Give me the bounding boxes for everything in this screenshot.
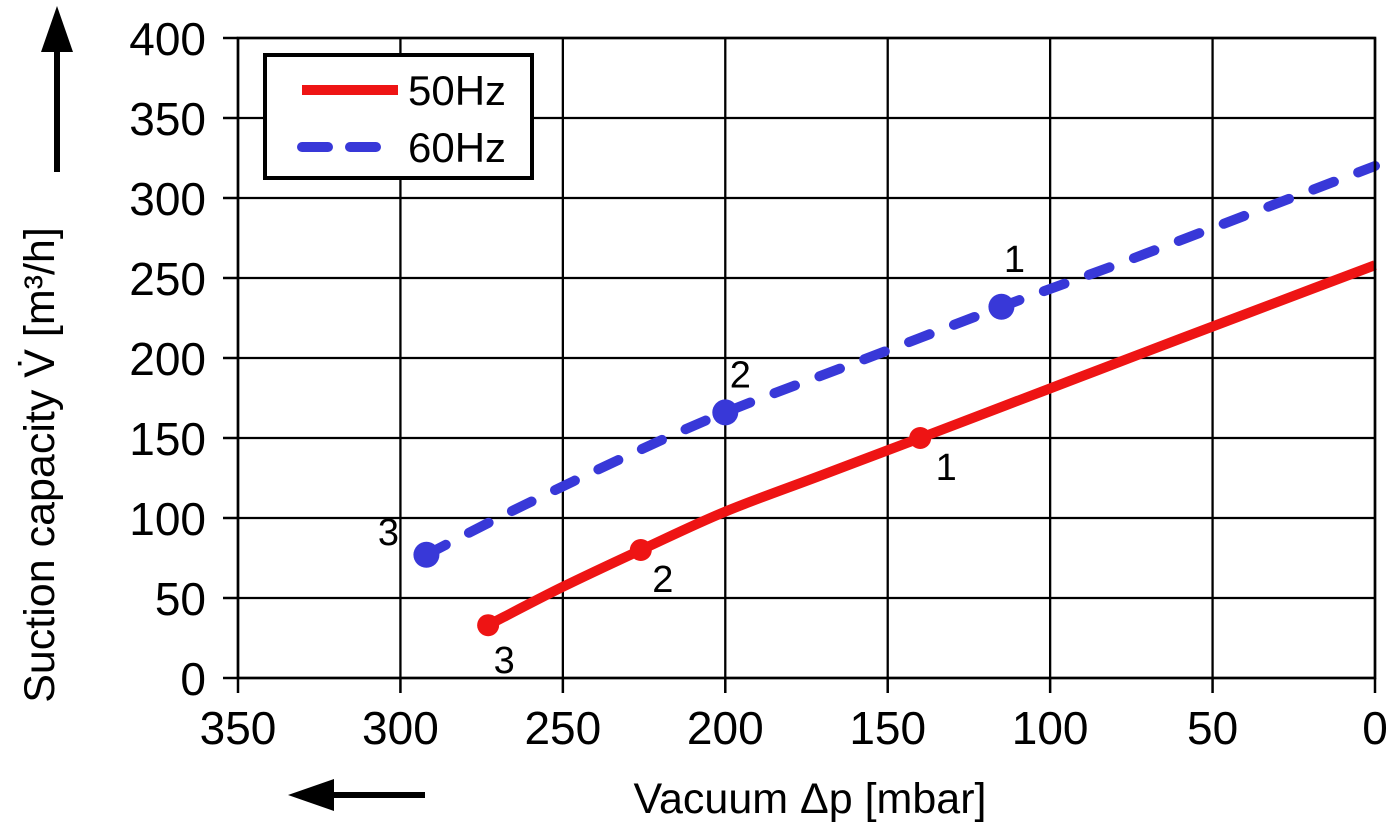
y-tick-label: 350: [129, 93, 206, 145]
data-point-marker: [477, 614, 500, 637]
x-tick-label: 250: [524, 702, 601, 754]
y-tick-label: 100: [129, 493, 206, 545]
x-tick-label: 150: [849, 702, 926, 754]
legend-label-60hz: 60Hz: [408, 124, 506, 171]
y-tick-label: 400: [129, 13, 206, 65]
data-point-marker: [909, 427, 932, 449]
x-tick-label: 50: [1187, 702, 1238, 754]
point-label: 2: [730, 354, 751, 396]
x-tick-labels: 350 300 250 200 150 100 50 0: [200, 702, 1388, 754]
series-50hz: 1 2 3: [477, 260, 1377, 682]
x-axis-title: Vacuum Δp [mbar]: [634, 775, 987, 823]
x-tick-label: 300: [362, 702, 439, 754]
point-label: 1: [936, 447, 957, 489]
point-label: 2: [652, 559, 673, 601]
y-tick-labels: 400 350 300 250 200 150 100 50 0: [129, 13, 206, 705]
data-point-marker: [712, 399, 739, 426]
y-tick-label: 0: [180, 653, 206, 705]
y-tick-label: 250: [129, 253, 206, 305]
x-tick-label: 200: [687, 702, 764, 754]
y-tick-label: 50: [155, 573, 206, 625]
data-point-marker: [629, 539, 652, 561]
y-tick-label: 200: [129, 333, 206, 385]
y-axis-title: Suction capacity V̇ [m³/h]: [16, 227, 64, 703]
plot-frame: [236, 36, 1377, 680]
legend-label-50hz: 50Hz: [408, 67, 506, 114]
point-label: 1: [1004, 239, 1025, 281]
x-axis-left-arrow-head: [288, 779, 334, 811]
y-axis-up-arrow-head: [41, 6, 73, 52]
series-60hz: 1 2 3: [378, 161, 1380, 568]
y-tick-label: 300: [129, 173, 206, 225]
point-label: 3: [494, 640, 515, 682]
data-point-marker: [988, 293, 1015, 320]
legend: 50Hz 60Hz: [263, 53, 534, 180]
series-curve-50hz: [485, 260, 1377, 630]
data-point-marker: [413, 541, 440, 568]
x-tick-label: 100: [1012, 702, 1089, 754]
point-label: 3: [378, 512, 399, 554]
tick-marks: [223, 36, 1377, 693]
legend-box: [263, 53, 534, 180]
y-tick-label: 150: [129, 413, 206, 465]
series-curve-60hz: [421, 161, 1380, 560]
x-tick-label: 350: [200, 702, 277, 754]
x-tick-label: 0: [1362, 702, 1388, 754]
axis-arrows: [41, 6, 425, 811]
